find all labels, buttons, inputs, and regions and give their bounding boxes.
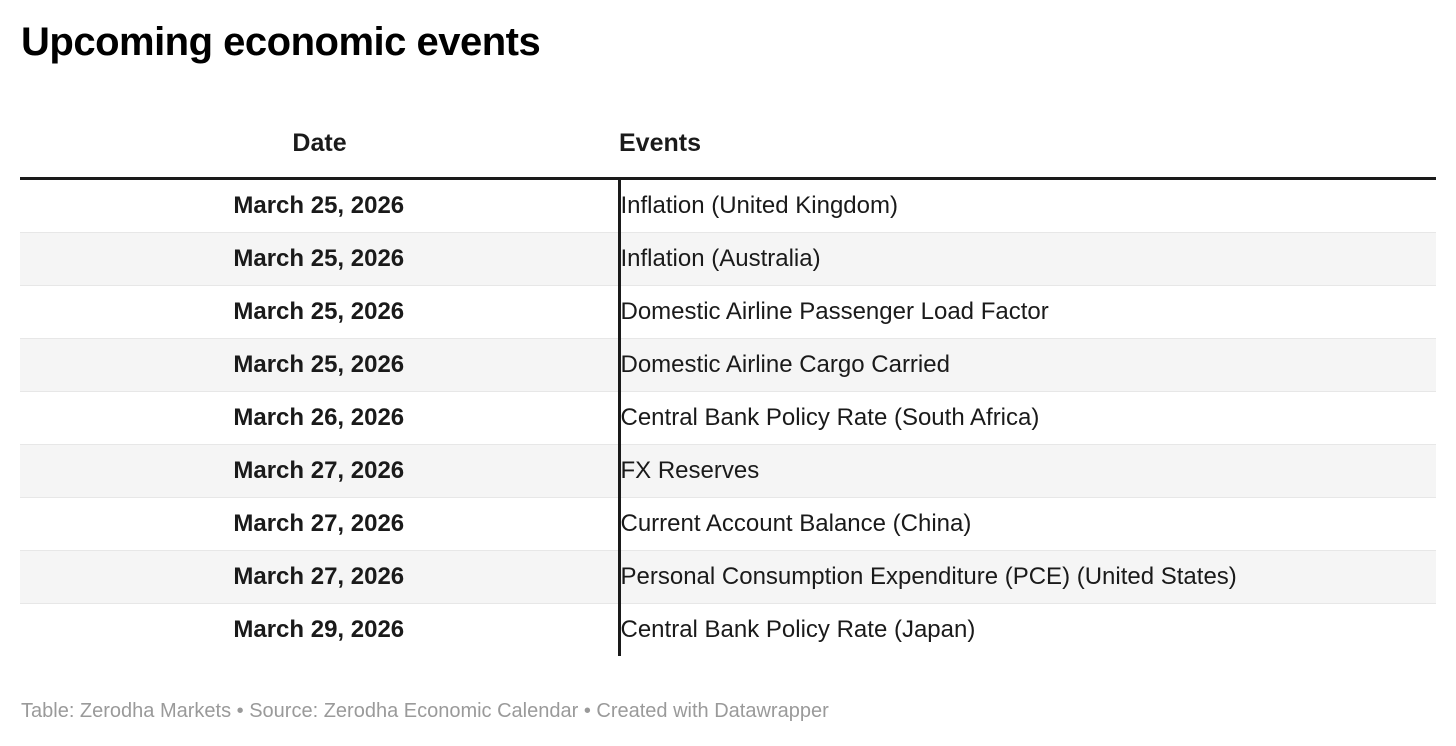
table-header-row: Date Events xyxy=(20,116,1436,180)
event-cell: Inflation (Australia) xyxy=(619,232,1436,286)
table-row: March 27, 2026 Personal Consumption Expe… xyxy=(20,550,1436,604)
event-cell: Domestic Airline Cargo Carried xyxy=(619,338,1436,392)
date-cell: March 25, 2026 xyxy=(20,285,621,339)
attribution-footer: Table: Zerodha Markets • Source: Zerodha… xyxy=(21,700,829,722)
column-header-date: Date xyxy=(20,116,619,180)
event-cell: Current Account Balance (China) xyxy=(619,497,1436,551)
date-cell: March 25, 2026 xyxy=(20,232,621,286)
date-cell: March 25, 2026 xyxy=(20,338,621,392)
date-cell: March 26, 2026 xyxy=(20,391,621,445)
event-cell: Domestic Airline Passenger Load Factor xyxy=(619,285,1436,339)
table-row: March 27, 2026 FX Reserves xyxy=(20,444,1436,498)
table-row: March 25, 2026 Inflation (United Kingdom… xyxy=(20,178,1436,233)
date-cell: March 29, 2026 xyxy=(20,603,621,656)
event-cell: Inflation (United Kingdom) xyxy=(620,192,898,219)
table-row: March 29, 2026 Central Bank Policy Rate … xyxy=(20,603,1436,656)
event-cell: Central Bank Policy Rate (South Africa) xyxy=(619,391,1436,445)
table-row: March 27, 2026 Current Account Balance (… xyxy=(20,497,1436,551)
event-cell: Central Bank Policy Rate (Japan) xyxy=(619,603,1436,656)
table-row: March 25, 2026 Inflation (Australia) xyxy=(20,232,1436,286)
chart-title: Upcoming economic events xyxy=(21,20,541,64)
date-cell: March 27, 2026 xyxy=(20,497,621,551)
date-cell: March 27, 2026 xyxy=(20,550,621,604)
column-header-events: Events xyxy=(619,116,1436,180)
table-row: March 26, 2026 Central Bank Policy Rate … xyxy=(20,391,1436,445)
date-cell: March 27, 2026 xyxy=(20,444,621,498)
event-cell: Personal Consumption Expenditure (PCE) (… xyxy=(619,550,1436,604)
event-cell: FX Reserves xyxy=(619,444,1436,498)
economic-events-table: Date Events March 25, 2026 Inflation (Un… xyxy=(20,116,1436,656)
table-body: March 25, 2026 Inflation (United Kingdom… xyxy=(20,178,1436,656)
date-cell: March 25, 2026 xyxy=(20,178,621,233)
table-row: March 25, 2026 Domestic Airline Passenge… xyxy=(20,285,1436,339)
table-row: March 25, 2026 Domestic Airline Cargo Ca… xyxy=(20,338,1436,392)
